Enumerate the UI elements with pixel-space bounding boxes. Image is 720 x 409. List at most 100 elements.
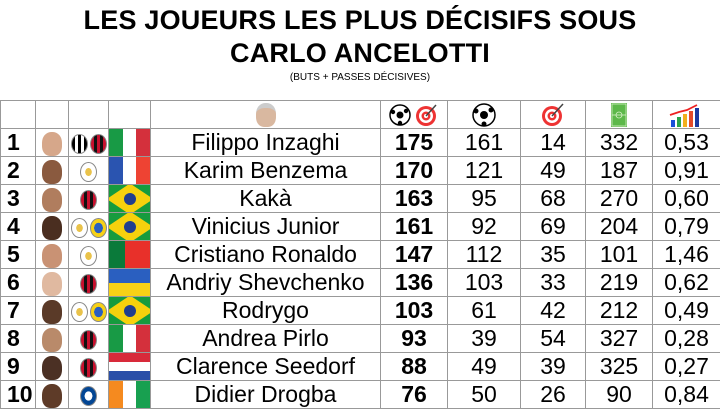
milan-badge-icon [80,330,97,350]
goals: 39 [448,325,521,353]
total-contributions: 136 [381,269,448,297]
total-contributions: 161 [381,213,448,241]
player-photo-icon [42,216,62,240]
player-name: Vinicius Junior [151,213,381,241]
ratio: 0,28 [653,325,720,353]
matches: 219 [586,269,653,297]
goals: 112 [448,241,521,269]
clubs [69,241,109,269]
player-photo [36,129,69,157]
player-photo [36,157,69,185]
player-photo-icon [42,272,62,296]
assists: 35 [521,241,586,269]
player-photo-icon [42,188,62,212]
brazil-badge-icon [90,302,107,322]
player-photo-icon [42,300,62,324]
ratio: 0,84 [653,381,720,409]
chelsea-badge-icon [80,386,97,406]
assists: 26 [521,381,586,409]
player-name: Andrea Pirlo [151,325,381,353]
milan-badge-icon [90,134,107,154]
rank: 8 [1,325,36,353]
player-photo [36,185,69,213]
player-photo [36,381,69,409]
clubs [69,129,109,157]
clubs [69,269,109,297]
ratio: 0,62 [653,269,720,297]
matches: 212 [586,297,653,325]
pitch-icon [611,103,627,127]
matches: 204 [586,213,653,241]
milan-badge-icon [80,358,97,378]
flag-brazil-icon [109,297,151,325]
ratio: 0,91 [653,157,720,185]
player-photo-icon [42,328,62,352]
table-row: 8 Andrea Pirlo 93 39 54 327 0,28 [1,325,720,353]
total-contributions: 88 [381,353,448,381]
flag-italy-icon [109,129,151,157]
title-line-2: CARLO ANCELOTTI [0,37,720,70]
goals: 50 [448,381,521,409]
coach-header [151,101,381,129]
table-row: 7 Rodrygo 103 61 42 212 0,49 [1,297,720,325]
goals: 95 [448,185,521,213]
goals: 121 [448,157,521,185]
ratio: 0,53 [653,129,720,157]
ratio: 0,60 [653,185,720,213]
player-name: Clarence Seedorf [151,353,381,381]
matches: 101 [586,241,653,269]
matches: 327 [586,325,653,353]
milan-badge-icon [80,274,97,294]
player-photo [36,353,69,381]
player-photo [36,297,69,325]
table-row: 4 Vinicius Junior 161 92 69 204 0,79 [1,213,720,241]
player-photo [36,213,69,241]
rank: 6 [1,269,36,297]
assists: 33 [521,269,586,297]
matches: 187 [586,157,653,185]
real-madrid-badge-icon [80,246,97,266]
player-name: Filippo Inzaghi [151,129,381,157]
goals: 61 [448,297,521,325]
player-name: Rodrygo [151,297,381,325]
total-contributions: 147 [381,241,448,269]
target-icon [540,102,566,128]
rank: 1 [1,129,36,157]
brazil-badge-icon [90,218,107,238]
table-row: 10 Didier Drogba 76 50 26 90 0,84 [1,381,720,409]
player-name: Andriy Shevchenko [151,269,381,297]
assists: 49 [521,157,586,185]
assists: 68 [521,185,586,213]
rank: 10 [1,381,36,409]
total-contributions: 103 [381,297,448,325]
rank: 9 [1,353,36,381]
clubs [69,325,109,353]
ratio: 1,46 [653,241,720,269]
real-madrid-badge-icon [71,218,88,238]
ratio: 0,49 [653,297,720,325]
real-madrid-badge-icon [80,162,97,182]
clubs [69,157,109,185]
goals: 92 [448,213,521,241]
assists: 42 [521,297,586,325]
player-name: Karim Benzema [151,157,381,185]
clubs [69,213,109,241]
flag-ukraine-icon [109,269,151,297]
player-photo [36,269,69,297]
rank: 3 [1,185,36,213]
assists: 69 [521,213,586,241]
total-contributions: 175 [381,129,448,157]
title-line-1: LES JOUEURS LES PLUS DÉCISIFS SOUS [0,4,720,37]
player-name: Cristiano Ronaldo [151,241,381,269]
player-photo-icon [42,356,62,380]
ratio: 0,79 [653,213,720,241]
flag-france-icon [109,157,151,185]
rank: 7 [1,297,36,325]
total-contributions: 170 [381,157,448,185]
goals: 161 [448,129,521,157]
milan-badge-icon [80,190,97,210]
assists: 39 [521,353,586,381]
matches: 325 [586,353,653,381]
ball-icon [471,102,497,128]
table-row: 2 Karim Benzema 170 121 49 187 0,91 [1,157,720,185]
